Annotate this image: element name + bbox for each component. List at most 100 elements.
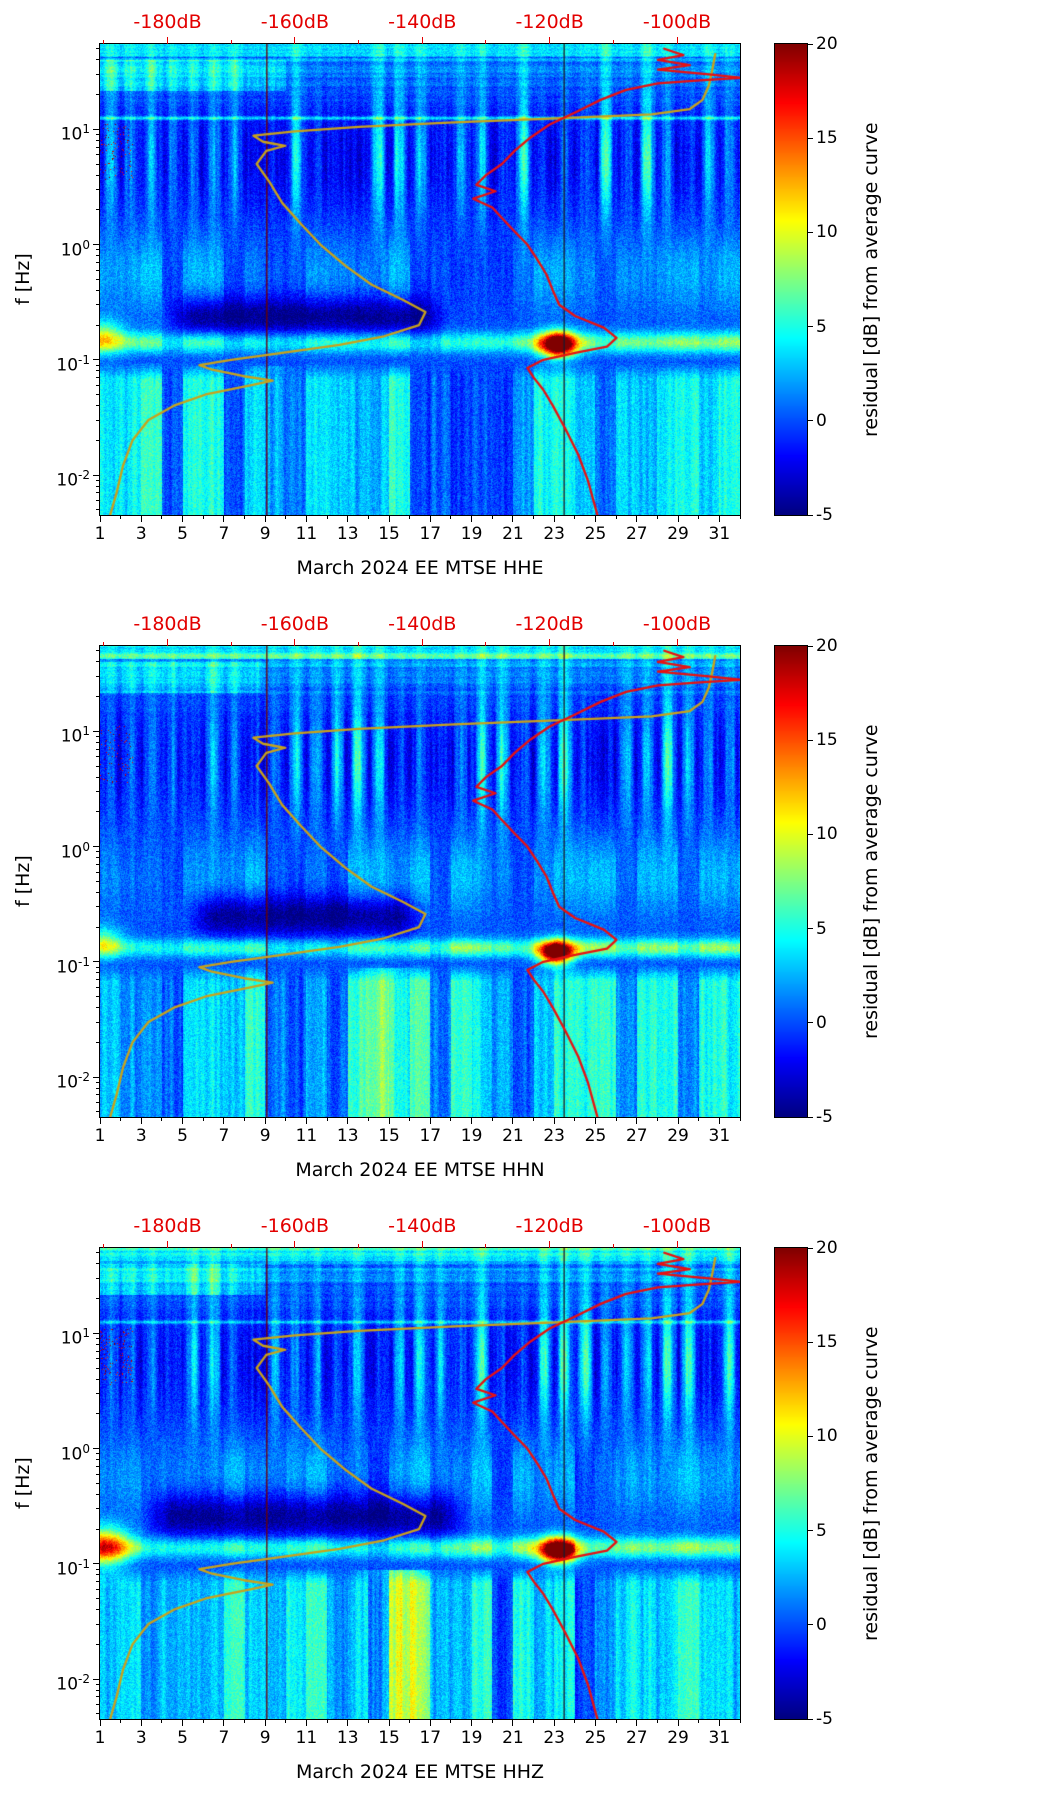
x-minor-tick <box>615 1719 617 1723</box>
x-tick-label: 5 <box>177 1126 188 1146</box>
x-tick-label: 3 <box>135 524 147 544</box>
colorbar-tick <box>807 928 813 930</box>
top-axis-label: -160dB <box>260 11 329 33</box>
colorbar-tick-label: 5 <box>816 316 827 337</box>
y-tick <box>93 846 100 848</box>
x-tick <box>182 1117 184 1124</box>
x-minor-tick <box>120 1117 122 1121</box>
y-minor-tick <box>96 1413 100 1415</box>
x-tick <box>347 1117 349 1124</box>
x-tick-label: 17 <box>419 1126 442 1146</box>
y-minor-tick <box>96 59 100 61</box>
y-minor-tick <box>96 776 100 778</box>
y-minor-tick <box>96 851 100 853</box>
y-axis-label: f [Hz] <box>12 253 34 306</box>
y-minor-tick <box>96 986 100 988</box>
x-tick-label: 29 <box>667 524 689 544</box>
x-tick-label: 7 <box>218 1126 230 1146</box>
top-axis-label: -120dB <box>515 613 584 635</box>
top-tick <box>549 37 551 44</box>
x-tick <box>553 1117 555 1124</box>
x-tick <box>388 1117 390 1124</box>
y-minor-tick <box>96 1588 100 1590</box>
colorbar-tick <box>807 1341 813 1343</box>
x-tick <box>636 1719 638 1726</box>
top-axis-label: -140dB <box>388 613 457 635</box>
y-minor-tick <box>96 1081 100 1083</box>
y-minor-tick <box>96 189 100 191</box>
y-tick <box>93 1076 100 1078</box>
y-minor-tick <box>96 1252 100 1254</box>
y-minor-tick <box>96 485 100 487</box>
colorbar-gradient <box>775 44 807 515</box>
y-tick-label: 10-2 <box>56 1070 90 1093</box>
x-tick-label: 5 <box>177 1728 188 1748</box>
top-tick <box>167 1241 168 1248</box>
top-axis-label: -120dB <box>515 1215 584 1237</box>
y-minor-tick <box>96 384 100 386</box>
x-minor-tick <box>285 515 287 519</box>
y-minor-tick <box>96 1367 100 1369</box>
y-tick-label: 10-2 <box>56 468 90 491</box>
x-minor-tick <box>409 1117 411 1121</box>
x-tick <box>347 1719 349 1726</box>
colorbar-tick-label: 10 <box>816 1426 838 1447</box>
top-axis-label: -140dB <box>388 11 457 33</box>
x-minor-tick <box>326 515 328 519</box>
y-minor-tick <box>96 134 100 136</box>
y-tick <box>93 359 100 361</box>
y-minor-tick <box>96 139 100 141</box>
top-minor-tick <box>612 1244 614 1248</box>
colorbar-tick <box>807 1247 813 1249</box>
colorbar-tick <box>807 1624 813 1626</box>
top-axis-label: -180dB <box>133 1215 202 1237</box>
colorbar-tick <box>807 137 813 139</box>
top-tick <box>294 1241 296 1248</box>
x-tick-label: 21 <box>502 524 524 544</box>
y-tick-label: 10-2 <box>56 1672 90 1695</box>
colorbar-tick-label: 0 <box>816 1012 827 1033</box>
top-minor-tick <box>485 642 487 646</box>
y-tick <box>93 1678 100 1680</box>
x-minor-tick <box>409 515 411 519</box>
colorbar-tick <box>807 739 813 741</box>
x-tick <box>388 1719 390 1726</box>
x-tick <box>223 515 225 522</box>
y-minor-tick <box>96 405 100 407</box>
x-minor-tick <box>244 1719 246 1723</box>
x-minor-tick <box>367 1719 369 1723</box>
y-minor-tick <box>96 1041 100 1043</box>
x-tick-label: 31 <box>708 1126 731 1146</box>
y-minor-tick <box>96 1683 100 1685</box>
y-minor-tick <box>96 1689 100 1691</box>
y-axis-label: f [Hz] <box>12 855 34 908</box>
x-tick-label: 11 <box>295 524 318 544</box>
colorbar-tick <box>807 326 813 328</box>
x-tick <box>182 515 184 522</box>
y-tick <box>93 961 100 963</box>
colorbar-tick-label: 15 <box>816 730 838 751</box>
top-axis-label: -180dB <box>133 11 202 33</box>
y-minor-tick <box>96 1263 100 1265</box>
colorbar-label: residual [dB] from average curve <box>860 122 882 437</box>
x-minor-tick <box>491 1719 493 1723</box>
y-minor-tick <box>96 1609 100 1611</box>
x-minor-tick <box>367 515 369 519</box>
x-minor-tick <box>161 1719 163 1723</box>
y-tick-label: 100 <box>60 839 90 863</box>
y-minor-tick <box>96 1568 100 1570</box>
top-tick <box>549 1241 551 1248</box>
y-minor-tick <box>96 324 100 326</box>
x-minor-tick <box>615 515 617 519</box>
x-tick <box>594 515 596 522</box>
y-minor-tick <box>96 48 100 50</box>
colorbar-tick-label: -5 <box>816 1107 833 1127</box>
y-minor-tick <box>96 675 100 677</box>
x-tick-label: 31 <box>708 524 731 544</box>
x-tick <box>636 515 638 522</box>
x-minor-tick <box>285 1117 287 1121</box>
top-tick <box>676 1241 678 1248</box>
x-tick <box>264 1117 266 1124</box>
colorbar-tick <box>807 43 813 45</box>
x-tick-label: 9 <box>259 1126 271 1146</box>
